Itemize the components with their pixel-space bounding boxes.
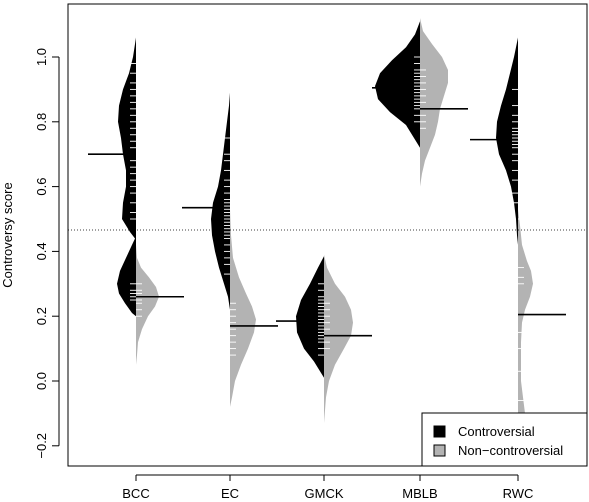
bean-noncontroversial-ec xyxy=(230,209,256,407)
x-tick-label: EC xyxy=(221,486,239,501)
bean-noncontroversial-mblb xyxy=(420,18,448,187)
legend-box xyxy=(421,412,588,467)
bean-noncontroversial-rwc xyxy=(518,209,533,456)
y-axis-label: Controversy score xyxy=(0,182,15,287)
x-axis: BCC EC GMCK MBLB RWC xyxy=(122,474,534,501)
bean-controversial-mblb xyxy=(375,21,420,148)
beans xyxy=(88,18,566,456)
bean-controversial-bcc xyxy=(117,37,136,317)
y-tick-label: 0.8 xyxy=(34,113,49,131)
legend: Controversial Non−controversial xyxy=(421,412,588,467)
y-tick-label: 0.4 xyxy=(34,242,49,260)
y-tick-label: 0.6 xyxy=(34,178,49,196)
x-tick-label: BCC xyxy=(122,486,149,501)
plot-frame xyxy=(67,3,588,467)
x-tick-label: MBLB xyxy=(402,486,437,501)
y-tick-label: 0.2 xyxy=(34,307,49,325)
x-tick-label: RWC xyxy=(503,486,534,501)
legend-label-noncontroversial: Non−controversial xyxy=(458,443,563,458)
legend-label-controversial: Controversial xyxy=(458,424,535,439)
bean-noncontroversial-bcc xyxy=(136,244,159,365)
legend-swatch-noncontroversial xyxy=(433,444,446,457)
y-tick-label: 0.0 xyxy=(34,372,49,390)
y-tick-label: −0.2 xyxy=(34,433,49,459)
bean-controversial-gmck xyxy=(296,256,324,378)
bean-noncontroversial-gmck xyxy=(324,254,353,424)
x-tick-label: GMCK xyxy=(305,486,344,501)
bean-controversial-ec xyxy=(211,92,230,310)
legend-swatch-controversial xyxy=(433,425,446,438)
y-tick-label: 1.0 xyxy=(34,48,49,66)
y-axis: −0.2 0.0 0.2 0.4 0.6 0.8 1.0 xyxy=(34,48,60,459)
